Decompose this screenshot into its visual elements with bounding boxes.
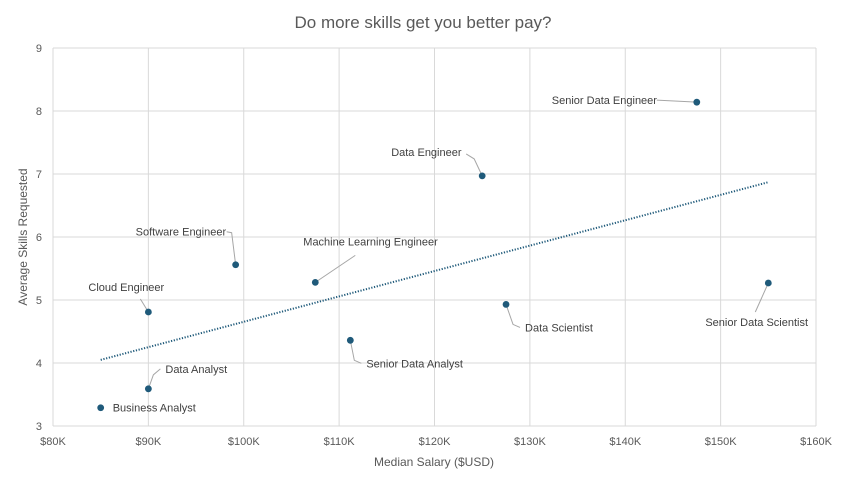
trendline	[100, 181, 769, 361]
x-tick-label: $100K	[228, 436, 260, 448]
data-label: Cloud Engineer	[88, 282, 164, 294]
x-tick-label: $130K	[514, 436, 546, 448]
y-tick-label: 8	[36, 106, 42, 118]
data-point	[502, 301, 510, 308]
y-tick-label: 3	[36, 421, 42, 433]
x-tick-label: $150K	[705, 436, 737, 448]
leader-line	[315, 254, 356, 283]
data-point	[346, 336, 354, 344]
leader-line	[465, 153, 483, 177]
data-label: Senior Data Engineer	[552, 95, 658, 107]
data-label: Business Analyst	[113, 403, 196, 415]
y-tick-label: 9	[36, 43, 42, 55]
data-label: Senior Data Analyst	[366, 358, 463, 370]
data-label: Data Engineer	[391, 147, 462, 159]
y-tick-label: 4	[36, 358, 42, 370]
data-label: Senior Data Scientist	[705, 317, 808, 329]
data-point	[232, 261, 240, 269]
data-label: Data Scientist	[525, 322, 593, 334]
data-label: Software Engineer	[136, 227, 227, 239]
data-point	[311, 278, 319, 286]
leader-line	[226, 231, 237, 265]
chart-title: Do more skills get you better pay?	[294, 13, 551, 32]
x-tick-label: $90K	[136, 436, 162, 448]
x-tick-label: $120K	[419, 436, 451, 448]
data-point	[97, 404, 105, 412]
trendline-layer	[100, 181, 769, 361]
leader-line	[754, 282, 769, 313]
data-point	[478, 172, 486, 180]
leader-line	[147, 368, 161, 389]
leader-line	[349, 340, 362, 364]
data-label: Machine Learning Engineer	[303, 236, 438, 248]
x-axis-title: Median Salary ($USD)	[374, 455, 494, 469]
data-points	[97, 98, 772, 412]
data-point	[144, 385, 152, 393]
leader-lines	[139, 99, 769, 389]
data-point	[764, 279, 772, 287]
y-tick-label: 7	[36, 169, 42, 181]
x-tick-label: $110K	[324, 436, 356, 448]
y-tick-label: 5	[36, 295, 42, 307]
data-labels: Business Analyst Data Analyst Cloud Engine…	[88, 95, 808, 415]
data-point	[144, 308, 152, 316]
leader-line	[505, 304, 521, 328]
x-tick-label: $80K	[40, 436, 66, 448]
x-tick-label: $160K	[800, 436, 832, 448]
leader-line	[656, 99, 697, 103]
axis-ticks: $80K $90K $100K $110K $120K $130K $140K $150K $1…	[36, 43, 833, 448]
data-point	[693, 98, 701, 106]
data-label: Data Analyst	[165, 364, 227, 376]
gridlines	[52, 47, 817, 427]
x-tick-label: $140K	[609, 436, 641, 448]
y-tick-label: 6	[36, 232, 42, 244]
y-axis-title: Average Skills Requested	[16, 168, 30, 305]
